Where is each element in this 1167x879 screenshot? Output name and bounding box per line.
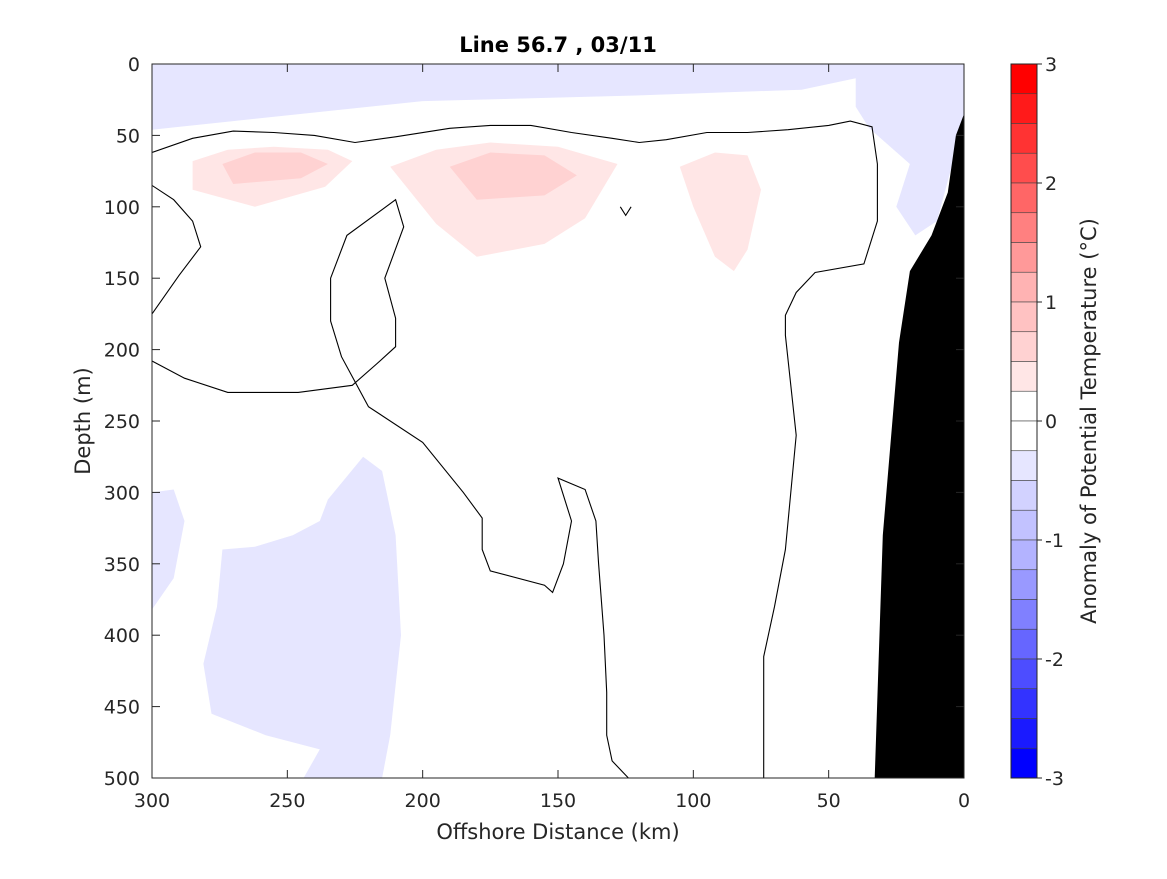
x-tick-label: 200 [405,790,441,812]
x-axis: 300 250 200 150 100 50 0 [134,64,970,812]
x-tick-label: 300 [134,790,170,812]
contour-fill-layer [152,64,964,778]
colorbar-segment [1010,747,1038,779]
colorbar-segment [1010,569,1038,600]
y-tick-label: 350 [104,554,140,576]
colorbar-segment [1010,718,1038,749]
colorbar-segment [1010,301,1038,333]
colorbar-tick-label: -3 [1045,768,1064,790]
colorbar-segment [1010,658,1038,690]
colorbar-tick-label: -2 [1045,649,1064,671]
colorbar-segment [1010,242,1038,273]
y-tick-label: 150 [104,268,140,290]
colorbar-segment [1010,420,1038,452]
region-surface-cold-0 [152,64,870,130]
colorbar: 3 2 1 0 -1 -2 -3 [1010,54,1064,790]
contour-zero-contour-mid [152,198,629,778]
region-warm-1-core [222,152,328,184]
x-tick-label: 100 [675,790,711,812]
land-mask [874,114,964,778]
region-deep-cold-mid [203,456,401,778]
colorbar-tick-label: 2 [1045,173,1057,195]
colorbar-segment [1010,628,1038,660]
y-tick-label: 50 [116,125,140,147]
colorbar-segment [1010,539,1038,571]
y-tick-label: 100 [104,197,140,219]
land-mask-layer [874,114,964,778]
colorbar-segment [1010,599,1038,630]
colorbar-segment [1010,271,1038,303]
region-warm-2-core [449,152,577,200]
colorbar-tick-label: -1 [1045,530,1064,552]
x-tick-label: 150 [540,790,576,812]
x-tick-label: 50 [817,790,841,812]
contour-zero-contour-west [152,184,202,315]
chart-title: Line 56.7 , 03/11 [459,33,657,57]
y-axis: 0 50 100 150 200 250 300 350 400 450 500 [104,54,964,790]
colorbar-segment [1010,509,1038,541]
colorbar-segment [1010,63,1038,95]
y-tick-label: 500 [104,768,140,790]
contour-zero-contour-upper [152,120,878,778]
y-tick-label: 300 [104,482,140,504]
colorbar-segment [1010,331,1038,362]
colorbar-segment [1010,361,1038,392]
colorbar-segment [1010,480,1038,511]
y-tick-label: 450 [104,697,140,719]
colorbar-segment [1010,182,1038,214]
region-surface-cold-east [855,64,964,236]
x-axis-label: Offshore Distance (km) [436,820,679,844]
region-deep-cold-west [152,489,185,610]
y-axis-label: Depth (m) [71,367,95,474]
x-tick-label: 250 [269,790,305,812]
colorbar-tick-label: 3 [1045,54,1057,76]
y-tick-label: 200 [104,340,140,362]
contour-small-loop [619,206,632,217]
y-tick-label: 250 [104,411,140,433]
colorbar-segment [1010,152,1038,184]
region-warm-3 [679,152,761,272]
contour-line-layer [152,120,878,778]
colorbar-tick-label: 0 [1045,411,1057,433]
colorbar-segment [1010,688,1038,719]
colorbar-segment [1010,450,1038,481]
y-tick-label: 400 [104,625,140,647]
colorbar-label: Anomaly of Potential Temperature (°C) [1077,218,1101,624]
y-tick-label: 0 [128,54,140,76]
colorbar-segment [1010,390,1038,422]
colorbar-segment [1010,212,1038,243]
x-tick-label: 0 [958,790,970,812]
colorbar-tick-label: 1 [1045,292,1057,314]
colorbar-segment [1010,93,1038,124]
colorbar-segment [1010,123,1038,154]
